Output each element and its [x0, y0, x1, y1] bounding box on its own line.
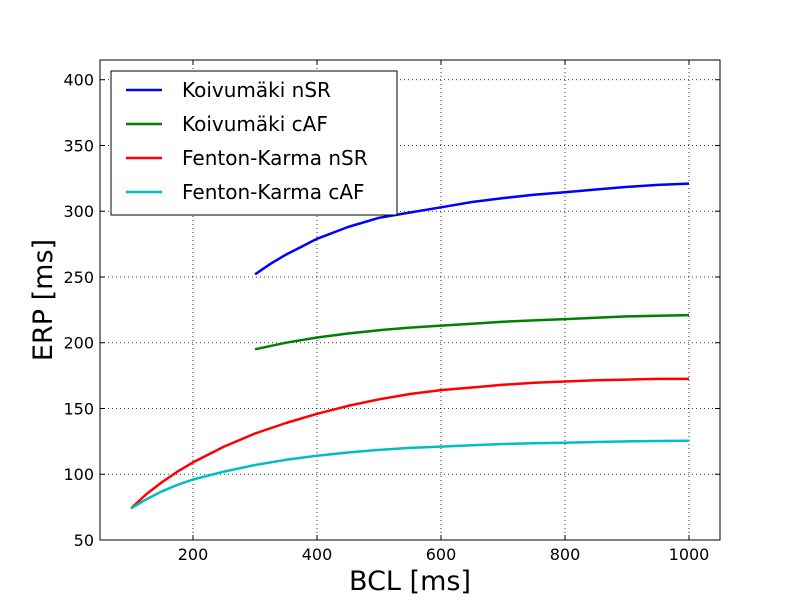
x-tick-label: 200 — [178, 545, 209, 564]
y-tick-label: 200 — [63, 334, 94, 353]
legend-label: Koivumäki nSR — [182, 78, 331, 102]
series-line-2 — [254, 313, 690, 351]
series-lines — [130, 182, 690, 510]
y-tick-label: 50 — [74, 531, 94, 550]
series-line-3 — [130, 377, 689, 510]
series-line-4 — [130, 439, 690, 510]
legend-label: Fenton-Karma nSR — [182, 146, 368, 170]
y-tick-label: 100 — [63, 465, 94, 484]
x-tick-label: 800 — [550, 545, 581, 564]
plot-area-frame — [99, 59, 721, 541]
x-tick-label: 600 — [426, 545, 457, 564]
legend-label: Fenton-Karma cAF — [182, 180, 365, 204]
x-tick-label: 1000 — [669, 545, 710, 564]
y-tick-label: 350 — [63, 136, 94, 155]
y-tick-label: 250 — [63, 268, 94, 287]
y-axis-title: ERP [ms] — [28, 239, 59, 361]
legend-label: Koivumäki cAF — [182, 112, 328, 136]
y-tick-label: 150 — [63, 399, 94, 418]
x-tick-label: 400 — [302, 545, 333, 564]
x-axis-title: BCL [ms] — [349, 566, 471, 597]
axis-ticks: 200 400 600 800 1000 50 100 150 200 250 300 350 400 — [63, 60, 720, 564]
y-tick-label: 400 — [63, 71, 94, 90]
y-tick-label: 300 — [63, 202, 94, 221]
series-line-1 — [254, 182, 690, 276]
legend: Koivumäki nSR Koivumäki cAF Fenton-Karma n… — [110, 70, 398, 216]
